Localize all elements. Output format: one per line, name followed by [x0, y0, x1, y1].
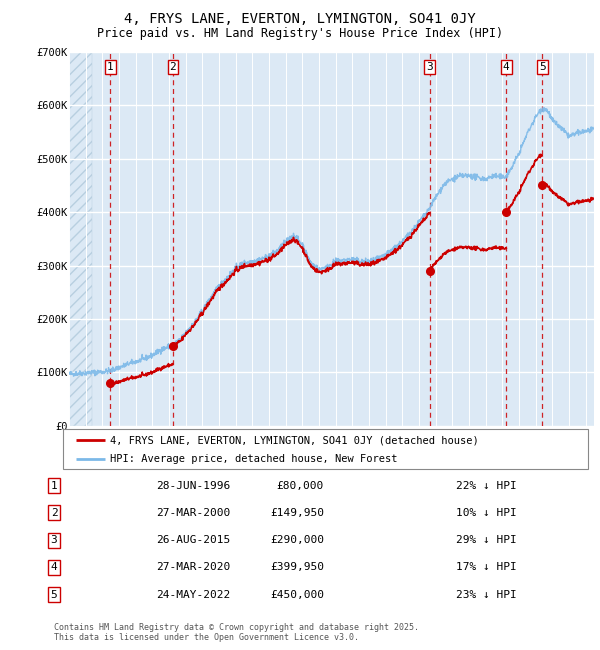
- Text: 3: 3: [427, 62, 433, 72]
- Text: HPI: Average price, detached house, New Forest: HPI: Average price, detached house, New …: [110, 454, 398, 464]
- Bar: [69, 52, 92, 426]
- Text: 5: 5: [50, 590, 58, 600]
- Text: 2: 2: [170, 62, 176, 72]
- Text: 4: 4: [503, 62, 509, 72]
- Text: 26-AUG-2015: 26-AUG-2015: [156, 535, 230, 545]
- Text: £290,000: £290,000: [270, 535, 324, 545]
- FancyBboxPatch shape: [63, 429, 588, 469]
- Text: 29% ↓ HPI: 29% ↓ HPI: [456, 535, 517, 545]
- Text: 27-MAR-2000: 27-MAR-2000: [156, 508, 230, 518]
- Text: 22% ↓ HPI: 22% ↓ HPI: [456, 480, 517, 491]
- Text: Contains HM Land Registry data © Crown copyright and database right 2025.
This d: Contains HM Land Registry data © Crown c…: [54, 623, 419, 642]
- Text: £399,950: £399,950: [270, 562, 324, 573]
- Text: 2: 2: [50, 508, 58, 518]
- Text: 10% ↓ HPI: 10% ↓ HPI: [456, 508, 517, 518]
- Text: 4, FRYS LANE, EVERTON, LYMINGTON, SO41 0JY (detached house): 4, FRYS LANE, EVERTON, LYMINGTON, SO41 0…: [110, 436, 479, 445]
- Text: 27-MAR-2020: 27-MAR-2020: [156, 562, 230, 573]
- Text: 23% ↓ HPI: 23% ↓ HPI: [456, 590, 517, 600]
- Text: 4: 4: [50, 562, 58, 573]
- Text: £450,000: £450,000: [270, 590, 324, 600]
- Text: 5: 5: [539, 62, 545, 72]
- Text: 3: 3: [50, 535, 58, 545]
- Text: 28-JUN-1996: 28-JUN-1996: [156, 480, 230, 491]
- Bar: [69, 52, 92, 426]
- Text: £149,950: £149,950: [270, 508, 324, 518]
- Text: 4, FRYS LANE, EVERTON, LYMINGTON, SO41 0JY: 4, FRYS LANE, EVERTON, LYMINGTON, SO41 0…: [124, 12, 476, 26]
- Text: 1: 1: [107, 62, 114, 72]
- Text: 17% ↓ HPI: 17% ↓ HPI: [456, 562, 517, 573]
- Text: Price paid vs. HM Land Registry's House Price Index (HPI): Price paid vs. HM Land Registry's House …: [97, 27, 503, 40]
- Text: 1: 1: [50, 480, 58, 491]
- Text: £80,000: £80,000: [277, 480, 324, 491]
- Text: 24-MAY-2022: 24-MAY-2022: [156, 590, 230, 600]
